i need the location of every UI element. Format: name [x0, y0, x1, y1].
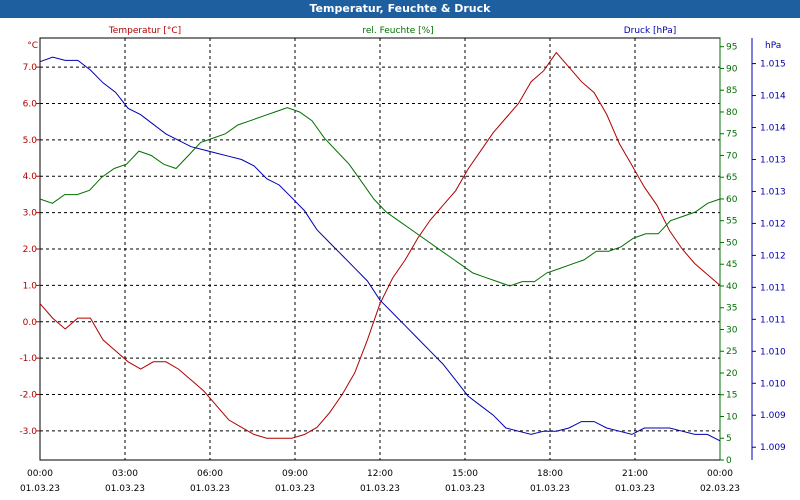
x-tick-label: 06:00 [197, 469, 223, 479]
temperature-tick-label: 1.0 [23, 281, 38, 291]
humidity-tick-label: 85 [726, 86, 737, 96]
temperature-unit-label: °C [27, 41, 38, 51]
pressure-tick-label: 1.012 [760, 219, 786, 229]
humidity-tick-label: 15 [726, 391, 737, 401]
x-date-label: 01.03.23 [530, 484, 570, 494]
pressure-axis-label: Druck [hPa] [624, 26, 677, 36]
humidity-tick-label: 95 [726, 43, 737, 53]
temperature-tick-label: 3.0 [23, 209, 38, 219]
humidity-tick-label: 75 [726, 130, 737, 140]
temperature-tick-label: 7.0 [23, 63, 38, 73]
x-date-label: 01.03.23 [190, 484, 230, 494]
x-tick-label: 15:00 [452, 469, 478, 479]
humidity-tick-label: 25 [726, 347, 737, 357]
temperature-tick-label: 5.0 [23, 136, 38, 146]
pressure-tick-label: 1.011 [760, 315, 786, 325]
x-tick-label: 00:00 [707, 469, 733, 479]
temperature-tick-label: -3.0 [19, 427, 37, 437]
humidity-tick-label: 55 [726, 217, 737, 227]
x-date-label: 01.03.23 [105, 484, 145, 494]
temperature-series-line [39, 51, 721, 439]
x-date-label: 01.03.23 [615, 484, 655, 494]
humidity-tick-label: 5 [726, 434, 732, 444]
humidity-tick-label: 65 [726, 173, 737, 183]
humidity-axis-label: rel. Feuchte [%] [362, 26, 433, 36]
pressure-tick-label: 1.013 [760, 155, 786, 165]
humidity-series-line [39, 107, 721, 287]
pressure-tick-label: 1.012 [760, 251, 786, 261]
x-tick-label: 21:00 [622, 469, 648, 479]
pressure-tick-label: 1.009 [760, 411, 786, 421]
pressure-tick-label: 1.010 [760, 347, 786, 357]
humidity-tick-label: 40 [726, 282, 738, 292]
pressure-tick-label: 1.014 [760, 124, 786, 134]
humidity-tick-label: 70 [726, 151, 738, 161]
humidity-tick-label: 30 [726, 325, 738, 335]
pressure-tick-label: 1.015 [760, 60, 786, 70]
x-tick-label: 00:00 [27, 469, 53, 479]
chart-title: Temperatur, Feuchte & Druck [0, 0, 800, 18]
temperature-tick-label: 4.0 [23, 172, 38, 182]
x-tick-label: 09:00 [282, 469, 308, 479]
temperature-axis-label: Temperatur [°C] [108, 26, 181, 36]
x-date-label: 01.03.23 [360, 484, 400, 494]
humidity-tick-label: 90 [726, 64, 738, 74]
temperature-tick-label: 6.0 [23, 99, 38, 109]
pressure-tick-label: 1.013 [760, 187, 786, 197]
humidity-tick-label: 80 [726, 108, 738, 118]
x-date-label: 01.03.23 [20, 484, 60, 494]
x-date-label: 01.03.23 [275, 484, 315, 494]
temperature-tick-label: 0.0 [23, 318, 38, 328]
temperature-tick-label: -2.0 [19, 391, 37, 401]
humidity-tick-label: 35 [726, 304, 737, 314]
pressure-unit-label: hPa [765, 41, 781, 51]
x-tick-label: 12:00 [367, 469, 393, 479]
temperature-tick-label: -1.0 [19, 354, 37, 364]
x-date-label: 02.03.23 [700, 484, 740, 494]
x-date-label: 01.03.23 [445, 484, 485, 494]
humidity-tick-label: 50 [726, 238, 738, 248]
pressure-series-line [39, 56, 721, 442]
humidity-tick-label: 45 [726, 260, 737, 270]
humidity-tick-label: 60 [726, 195, 738, 205]
x-tick-label: 03:00 [112, 469, 138, 479]
pressure-tick-label: 1.009 [760, 443, 786, 453]
humidity-tick-label: 0 [726, 456, 732, 466]
pressure-tick-label: 1.010 [760, 379, 786, 389]
temperature-tick-label: 2.0 [23, 245, 38, 255]
x-tick-label: 18:00 [537, 469, 563, 479]
pressure-tick-label: 1.014 [760, 92, 786, 102]
humidity-tick-label: 20 [726, 369, 738, 379]
humidity-tick-label: 10 [726, 412, 738, 422]
pressure-tick-label: 1.011 [760, 283, 786, 293]
